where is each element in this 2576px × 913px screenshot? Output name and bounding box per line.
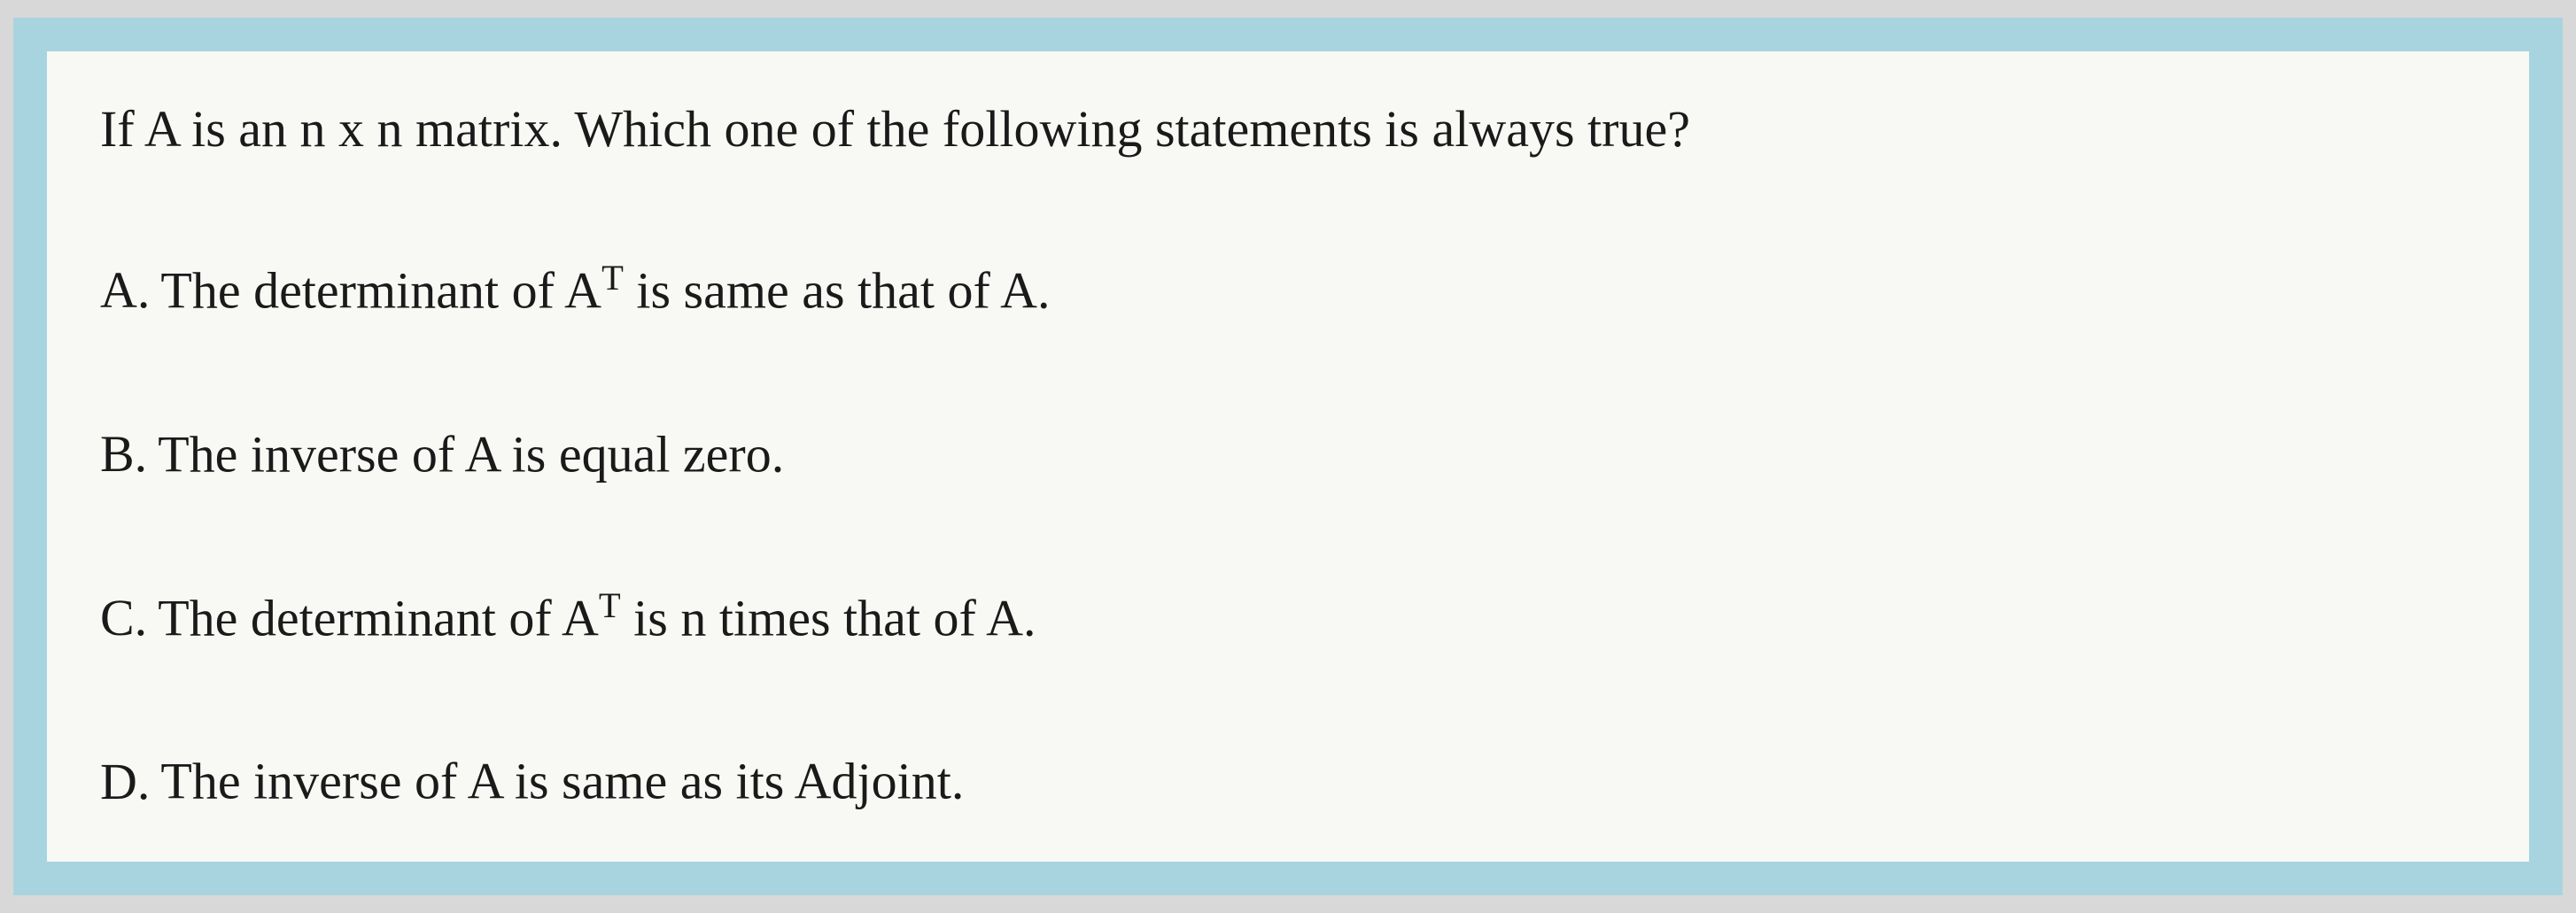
option-suffix: is same as that of A. bbox=[624, 261, 1051, 319]
option-letter: A. bbox=[100, 254, 150, 326]
option-superscript: T bbox=[601, 258, 624, 298]
option-letter: B. bbox=[100, 418, 147, 490]
option-prefix: The inverse of A is same as its Adjoint. bbox=[160, 753, 964, 810]
option-d[interactable]: D. The inverse of A is same as its Adjoi… bbox=[100, 744, 2476, 817]
option-b[interactable]: B. The inverse of A is equal zero. bbox=[100, 417, 2476, 491]
option-content: The determinant of AT is same as that of… bbox=[160, 253, 1050, 327]
option-content: The inverse of A is same as its Adjoint. bbox=[160, 744, 964, 817]
option-a[interactable]: A. The determinant of AT is same as that… bbox=[100, 253, 2476, 327]
option-suffix: is n times that of A. bbox=[621, 589, 1036, 646]
question-stem: If A is an n x n matrix. Which one of th… bbox=[100, 96, 2476, 162]
option-superscript: T bbox=[599, 585, 621, 625]
question-frame: If A is an n x n matrix. Which one of th… bbox=[13, 18, 2563, 895]
option-letter: D. bbox=[100, 746, 150, 817]
option-letter: C. bbox=[100, 582, 147, 654]
option-content: The inverse of A is equal zero. bbox=[158, 417, 784, 491]
option-prefix: The determinant of A bbox=[158, 589, 599, 646]
question-content: If A is an n x n matrix. Which one of th… bbox=[47, 51, 2529, 862]
option-prefix: The determinant of A bbox=[160, 261, 601, 319]
option-content: The determinant of AT is n times that of… bbox=[158, 581, 1036, 654]
option-prefix: The inverse of A is equal zero. bbox=[158, 425, 784, 483]
option-c[interactable]: C. The determinant of AT is n times that… bbox=[100, 581, 2476, 654]
